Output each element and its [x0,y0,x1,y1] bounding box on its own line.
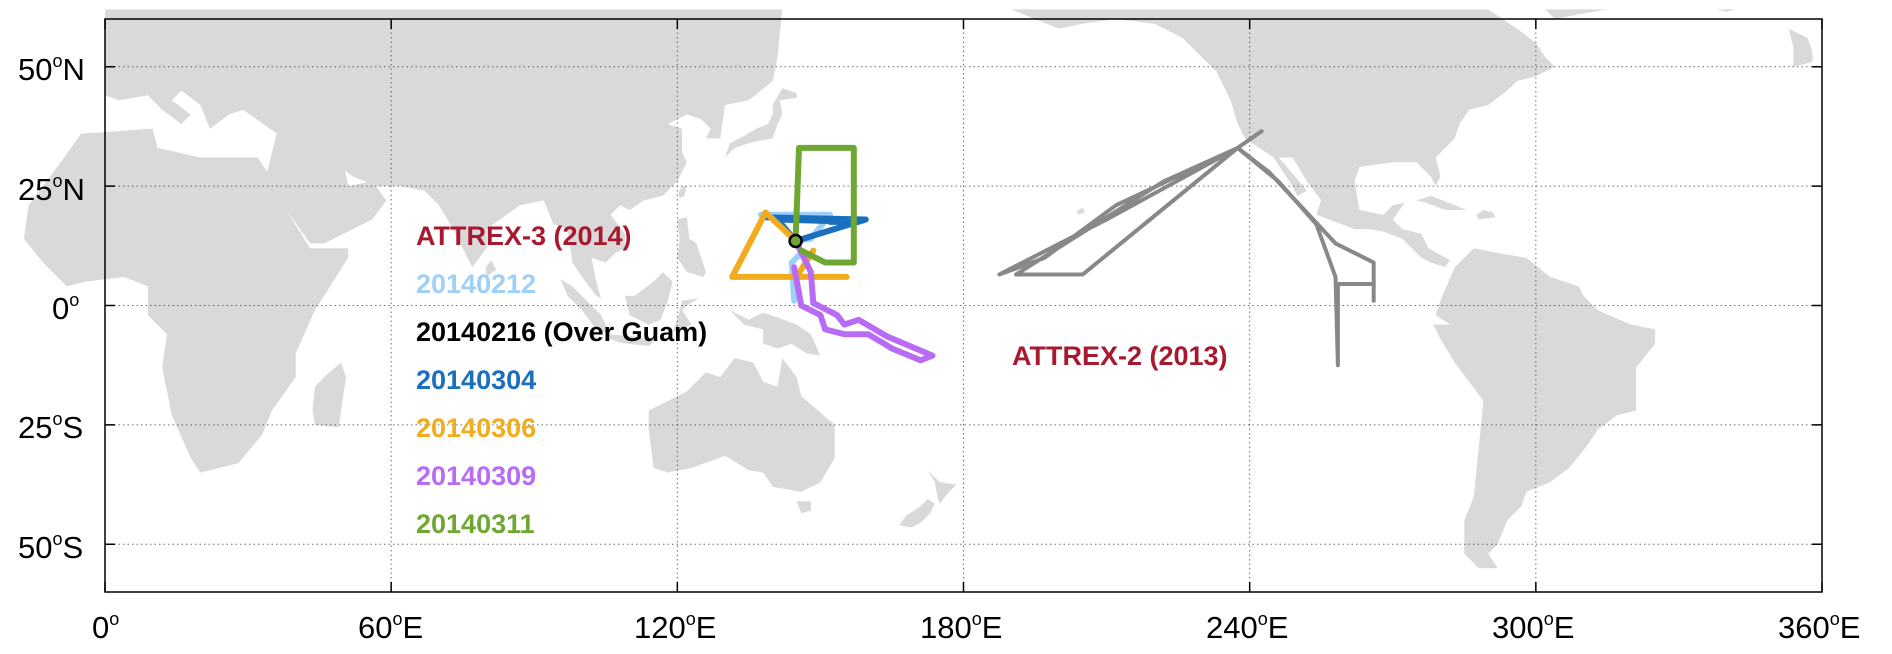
landmass-new-guinea [729,310,821,356]
landmass-java [608,334,654,347]
x-tick-label: 0o [92,609,119,645]
axis-ticks [104,19,1823,592]
landmass-sumatra [560,279,611,335]
flight-track-20140311 [792,144,857,266]
legend: ATTREX-3 (2014) 20140212 20140216 (Over … [416,221,707,539]
y-tick-label: 0o [52,290,79,326]
y-axis-labels: 50oN 25oN 0o 25oS 50oS [18,51,85,565]
landmass-cuba [1416,195,1467,210]
landmass-tasmania [796,501,811,514]
landmass-nz-north [927,470,957,504]
x-tick-label: 300oE [1492,609,1574,645]
x-tick-label: 60oE [358,609,423,645]
legend-item-20140311: 20140311 [416,509,535,539]
landmass-hispaniola [1476,210,1496,220]
flight-track-attrex-2-2013-b [1235,145,1376,368]
landmass-australia [648,358,835,492]
y-tick-label: 50oS [18,529,83,565]
landmass-taiwan [678,186,687,199]
x-tick-label: 120oE [634,609,716,645]
landmass-iceland-stub [1717,9,1737,12]
landmass-philippines [677,217,706,277]
legend-item-20140216: 20140216 (Over Guam) [416,317,707,347]
x-tick-label: 180oE [920,609,1002,645]
landmass-north-america [1011,9,1555,268]
landmass-sri-lanka [485,260,497,277]
y-tick-label: 50oN [18,51,85,87]
land-masses [23,9,1813,569]
landmass-nz-south [899,498,935,528]
legend-item-20140212: 20140212 [416,269,536,299]
flight-track-20140309 [791,238,936,364]
landmass-uk [1788,28,1813,67]
flight-track-20140306 [729,209,850,280]
graticule [105,19,1822,592]
attrex2-label: ATTREX-2 (2013) [1012,341,1228,371]
landmass-borneo [624,272,673,325]
landmass-greenland [1545,9,1608,19]
y-tick-label: 25oN [18,171,85,207]
x-tick-label: 360oE [1778,609,1860,645]
landmass-hawaii [1077,207,1086,215]
landmass-madagascar [312,362,346,428]
legend-item-20140309: 20140309 [416,461,536,491]
legend-item-20140306: 20140306 [416,413,536,443]
legend-item-20140304: 20140304 [416,365,536,395]
landmass-eurasia [105,9,783,299]
y-tick-label: 25oS [18,409,83,445]
x-axis-labels: 0o 60oE 120oE 180oE 240oE 300oE 360oE [92,609,1860,645]
x-tick-label: 240oE [1206,609,1288,645]
guam-marker [788,233,803,249]
legend-heading: ATTREX-3 (2014) [416,221,632,251]
flight-tracks [729,129,1376,368]
landmass-japan [725,88,797,158]
landmass-sulawesi [672,298,699,332]
landmass-south-america [1433,248,1656,569]
